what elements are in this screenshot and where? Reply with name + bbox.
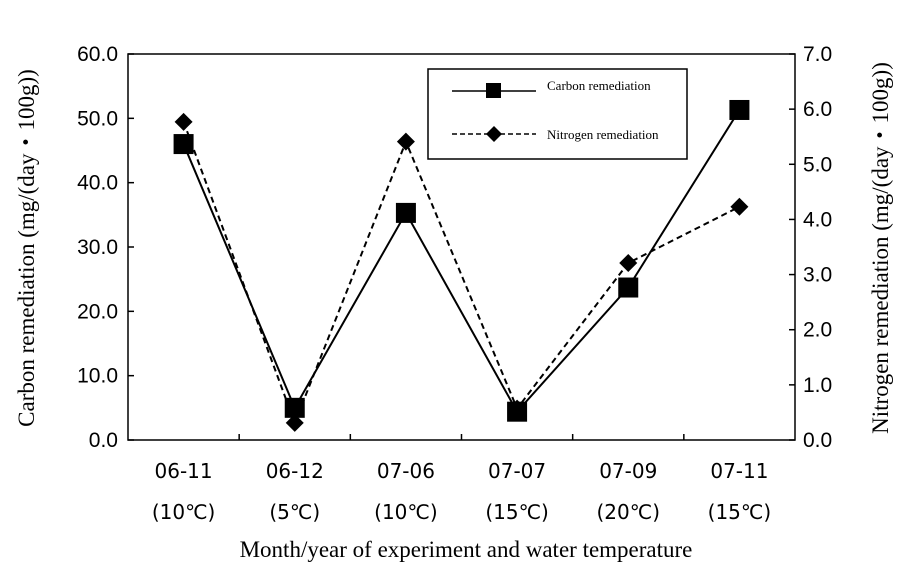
right-y-tick-label: 6.0 xyxy=(803,98,832,121)
nitrogen-data-point xyxy=(730,197,749,216)
right-y-tick-label: 2.0 xyxy=(803,319,832,342)
carbon-data-point xyxy=(729,99,750,120)
left-y-tick-label: 60.0 xyxy=(77,43,118,66)
x-axis-title: Month/year of experiment and water tempe… xyxy=(240,537,693,562)
nitrogen-data-point xyxy=(619,253,638,272)
legend-box xyxy=(427,68,688,160)
carbon-data-point xyxy=(395,202,416,223)
legend: Carbon remediation Nitrogen remediation xyxy=(427,68,688,160)
right-y-tick-label: 1.0 xyxy=(803,374,832,397)
left-y-tick-label: 50.0 xyxy=(77,107,118,130)
right-y-axis-title: Nitrogen remediation (mg/(day・100g)) xyxy=(868,62,893,434)
x-category-sublabel: (10℃) xyxy=(152,500,216,524)
left-y-tick-label: 30.0 xyxy=(77,236,118,259)
x-category-label: 07-06 xyxy=(377,459,435,483)
x-category-sublabel: (20℃) xyxy=(596,500,660,524)
left-y-tick-label: 10.0 xyxy=(77,365,118,388)
left-y-tick-label: 20.0 xyxy=(77,300,118,323)
legend-carbon-label: Carbon remediation xyxy=(547,78,651,93)
right-y-tick-label: 7.0 xyxy=(803,43,832,66)
right-y-axis-ticks: 0.0 1.0 2.0 3.0 4.0 5.0 6.0 7.0 xyxy=(789,43,832,452)
left-y-axis-title: Carbon remediation (mg/(day・100g)) xyxy=(14,69,39,427)
x-category-label: 07-11 xyxy=(710,459,768,483)
right-y-tick-label: 3.0 xyxy=(803,264,832,287)
x-category-label: 06-11 xyxy=(155,459,213,483)
nitrogen-data-point xyxy=(174,112,193,131)
x-category-label: 07-07 xyxy=(488,459,546,483)
left-y-tick-label: 40.0 xyxy=(77,172,118,195)
series-line-carbon xyxy=(182,109,741,414)
x-category-sublabel: (10℃) xyxy=(374,500,438,524)
x-category-label: 07-09 xyxy=(599,459,657,483)
left-y-axis-ticks: 0.0 10.0 20.0 30.0 40.0 50.0 60.0 xyxy=(77,43,134,452)
x-category-sublabel: (15℃) xyxy=(708,500,772,524)
legend-nitrogen-marker xyxy=(486,126,502,142)
nitrogen-data-point xyxy=(285,413,304,432)
x-axis-ticks: 06-11 (10℃) 06-12 (5℃) 07-06 (10℃) 07-07 (15℃) 0… xyxy=(152,434,771,524)
right-y-tick-label: 0.0 xyxy=(803,429,832,452)
legend-carbon-marker xyxy=(486,83,501,98)
legend-nitrogen-label: Nitrogen remediation xyxy=(547,127,659,142)
x-category-sublabel: (15℃) xyxy=(485,500,549,524)
carbon-data-point xyxy=(173,134,194,155)
right-y-tick-label: 5.0 xyxy=(803,153,832,176)
right-y-tick-label: 4.0 xyxy=(803,208,832,231)
carbon-data-point xyxy=(618,277,639,298)
nitrogen-data-point xyxy=(396,132,415,151)
x-category-label: 06-12 xyxy=(266,459,324,483)
series-layer xyxy=(173,99,750,432)
x-category-sublabel: (5℃) xyxy=(269,500,320,524)
left-y-tick-label: 0.0 xyxy=(89,429,118,452)
series-line-nitrogen xyxy=(182,121,740,426)
nitrogen-data-point xyxy=(508,399,527,418)
